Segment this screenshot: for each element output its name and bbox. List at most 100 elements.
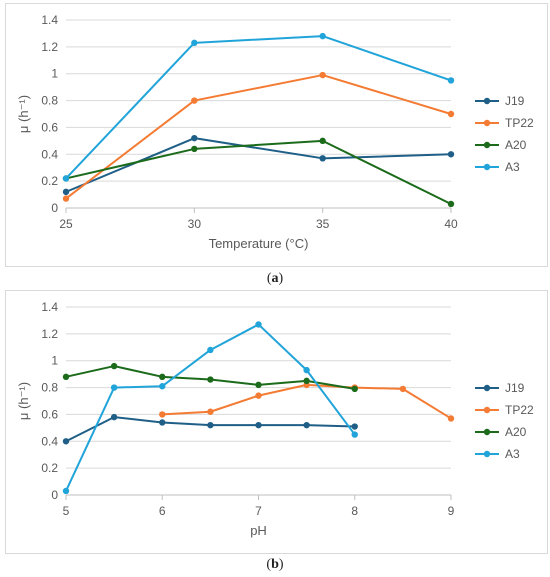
data-point-tp22 [159, 411, 166, 418]
x-tick-label: 7 [255, 504, 262, 518]
y-axis-title: μ (h⁻¹) [16, 95, 31, 133]
data-point-a3 [351, 431, 358, 438]
x-tick-label: 30 [188, 217, 202, 231]
data-point-tp22 [319, 71, 326, 79]
data-point-j19 [447, 151, 455, 158]
legend-marker-a20 [483, 428, 491, 436]
y-tick-label: 0.4 [41, 147, 58, 161]
data-point-j19 [255, 421, 262, 429]
data-point-a3 [191, 39, 198, 47]
data-point-j19 [159, 419, 166, 426]
legend-label-a20: A20 [505, 138, 527, 152]
chart-panel-ph: 0 0.2 0.4 0.6 0.8 1 1.2 1.4 5 6 7 8 9 pH μ (h⁻¹) J19 TP2… [5, 290, 548, 554]
series-line-tp22 [162, 383, 452, 420]
legend-label-a3: A3 [505, 160, 520, 174]
chart-panel-temperature: 0 0.2 0.4 0.6 0.8 1 1.2 1.4 25 30 35 40 Temperature … [5, 3, 548, 267]
caption-b-open: ( [266, 557, 272, 572]
x-axis-title: pH [250, 523, 267, 538]
x-axis-title: Temperature (°C) [209, 236, 309, 251]
data-point-a3 [159, 383, 166, 390]
legend-marker-a3 [483, 163, 491, 171]
y-axis-title: μ (h⁻¹) [16, 382, 31, 420]
data-point-a20 [110, 362, 118, 370]
chart-temperature: 0 0.2 0.4 0.6 0.8 1 1.2 1.4 25 30 35 40 Temperature … [16, 13, 534, 251]
data-point-a3 [62, 487, 70, 495]
caption-a-close: ) [278, 271, 284, 286]
y-tick-label: 0 [51, 201, 58, 215]
caption-b-letter: b [271, 557, 279, 572]
x-tick-label: 8 [351, 504, 358, 518]
y-tick-label: 1.4 [41, 13, 58, 27]
data-point-a20 [447, 200, 455, 208]
data-point-a3 [447, 77, 455, 84]
y-tick-label: 0.4 [41, 434, 58, 448]
y-tick-label: 0.8 [41, 94, 58, 108]
x-tick-label: 6 [159, 504, 166, 518]
y-tick-label: 0.6 [41, 120, 58, 134]
x-tick-label: 40 [444, 217, 458, 231]
legend-marker-tp22 [483, 119, 491, 127]
data-point-a20 [351, 385, 358, 393]
legend-marker-a3 [483, 450, 491, 458]
series-line-j19 [65, 416, 355, 443]
legend-label-a20: A20 [505, 425, 527, 439]
data-point-a20 [207, 376, 214, 383]
data-point-a3 [207, 346, 214, 354]
legend-marker-tp22 [483, 406, 491, 414]
legend-marker-j19 [483, 384, 491, 392]
caption-a-letter: a [271, 271, 279, 286]
data-point-j19 [110, 413, 118, 421]
y-tick-label: 1.2 [41, 327, 58, 341]
data-point-tp22 [255, 392, 262, 399]
data-point-tp22 [447, 415, 455, 422]
legend-label-tp22: TP22 [505, 403, 534, 417]
data-point-j19 [303, 421, 310, 429]
data-point-a3 [110, 384, 118, 391]
data-point-tp22 [207, 408, 214, 415]
data-point-tp22 [447, 110, 455, 118]
y-tick-label: 1.4 [41, 300, 58, 314]
series-line-a3 [65, 35, 452, 180]
data-point-tp22 [191, 97, 198, 104]
legend-label-j19: J19 [505, 94, 525, 108]
data-point-a3 [319, 32, 326, 40]
y-tick-label: 0.2 [41, 174, 58, 188]
series-line-j19 [65, 137, 452, 193]
x-tick-label: 9 [448, 504, 455, 518]
data-point-a3 [303, 366, 310, 374]
data-point-j19 [62, 438, 70, 445]
y-tick-label: 0.6 [41, 407, 58, 421]
caption-b-close: ) [278, 557, 284, 572]
data-point-tp22 [62, 195, 70, 202]
legend-label-tp22: TP22 [505, 116, 534, 130]
series-line-a20 [65, 139, 452, 205]
series-line-tp22 [65, 74, 452, 200]
chart-ph: 0 0.2 0.4 0.6 0.8 1 1.2 1.4 5 6 7 8 9 pH μ (h⁻¹) J19 TP2… [16, 300, 534, 538]
data-point-a20 [255, 381, 262, 389]
caption-a: (a) [0, 271, 550, 287]
data-point-a20 [62, 373, 70, 381]
data-point-a20 [159, 373, 166, 381]
x-tick-label: 5 [63, 504, 70, 518]
x-tick-label: 25 [59, 217, 73, 231]
data-point-j19 [319, 155, 326, 162]
caption-a-open: ( [266, 271, 272, 286]
data-point-j19 [62, 188, 70, 196]
data-point-a20 [303, 377, 310, 385]
data-point-a20 [191, 145, 198, 153]
legend-marker-j19 [483, 97, 491, 105]
x-tick-label: 35 [316, 217, 330, 231]
data-point-tp22 [399, 385, 407, 393]
data-point-j19 [351, 423, 358, 430]
y-tick-label: 1 [51, 67, 58, 81]
y-tick-label: 0 [51, 488, 58, 502]
data-point-a20 [319, 137, 326, 145]
y-tick-label: 0.8 [41, 381, 58, 395]
caption-b: (b) [0, 557, 550, 573]
y-tick-label: 1.2 [41, 40, 58, 54]
data-point-j19 [207, 421, 214, 429]
data-point-a3 [62, 175, 70, 182]
legend-label-a3: A3 [505, 447, 520, 461]
y-tick-label: 0.2 [41, 461, 58, 475]
legend-label-j19: J19 [505, 381, 525, 395]
